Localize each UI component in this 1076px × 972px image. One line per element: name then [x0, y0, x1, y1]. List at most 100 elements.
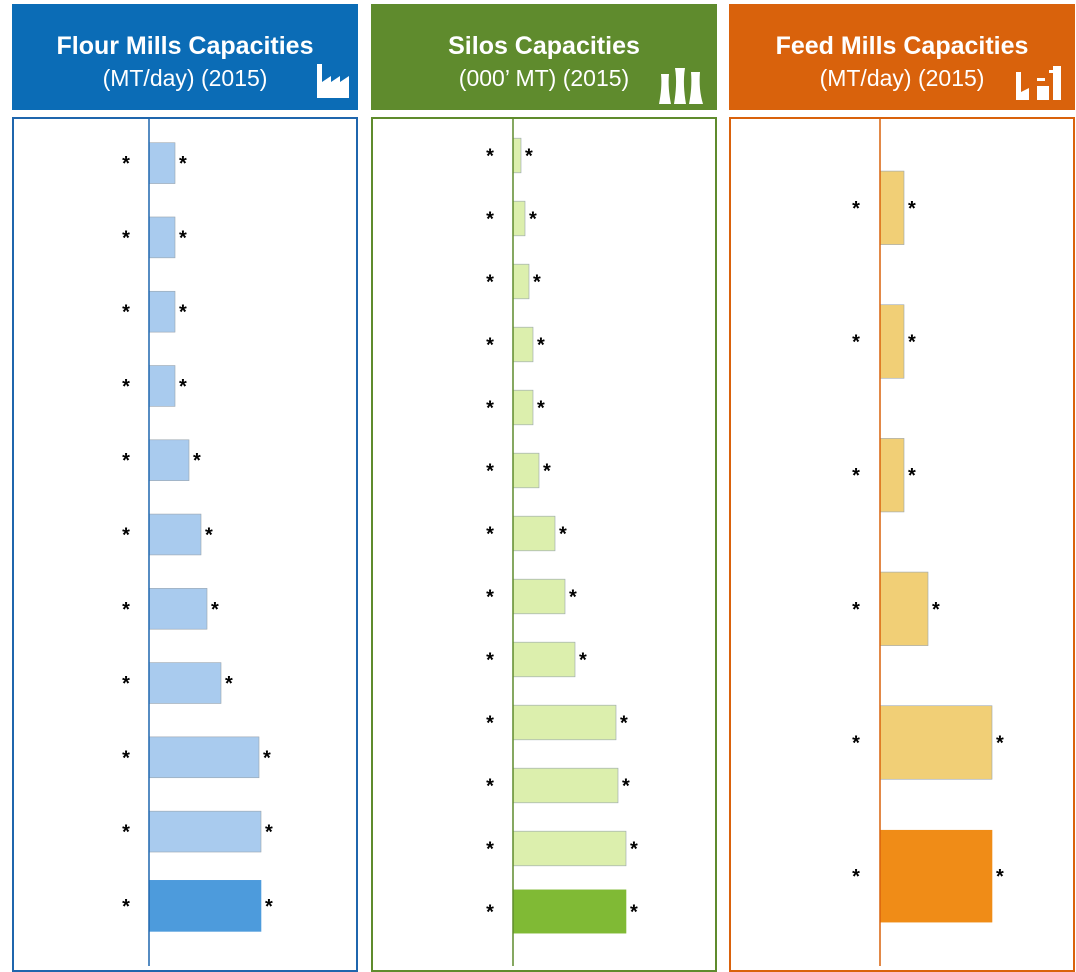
- silos-category-label: *: [486, 713, 494, 735]
- silos-category-label: *: [486, 398, 494, 420]
- feed-bar: [879, 304, 905, 379]
- silos-value-label: *: [529, 209, 537, 231]
- silos-category-label: *: [486, 650, 494, 672]
- silos-value-label: *: [543, 461, 551, 483]
- silos-category-label: *: [486, 524, 494, 546]
- feed-value-label: *: [996, 733, 1004, 755]
- feed-category-label: *: [852, 866, 860, 888]
- flour-bar: [148, 439, 190, 481]
- silos-value-label: *: [569, 587, 577, 609]
- silos-value-label: *: [620, 713, 628, 735]
- silos-bar: [512, 326, 534, 363]
- feed-category-label: *: [852, 465, 860, 487]
- silos-bar: [512, 578, 566, 615]
- flour-value-label: *: [265, 822, 273, 844]
- flour-category-label: *: [122, 302, 130, 324]
- feed-category-label: *: [852, 733, 860, 755]
- silos-bar: [512, 137, 522, 174]
- feed-value-label: *: [908, 198, 916, 220]
- flour-value-label: *: [205, 525, 213, 547]
- feed-value-label: *: [908, 332, 916, 354]
- flour-category-label: *: [122, 896, 130, 918]
- silos-value-label: *: [622, 776, 630, 798]
- flour-value-label: *: [265, 896, 273, 918]
- feed-category-label: *: [852, 332, 860, 354]
- flour-bar: [148, 513, 202, 556]
- flour-value-label: *: [193, 450, 201, 472]
- feed-mills-title: Feed Mills Capacities: [775, 32, 1029, 60]
- flour-category-label: *: [122, 450, 130, 472]
- flour-value-label: *: [179, 302, 187, 324]
- feed-value-label: *: [908, 465, 916, 487]
- feed-mill-icon: [1016, 66, 1061, 100]
- flour-value-label: *: [179, 376, 187, 398]
- silos-subtitle: (000’ MT) (2015): [458, 65, 630, 91]
- flour-category-label: *: [122, 227, 130, 249]
- flour-bar: [148, 880, 262, 932]
- flour-mills-header: Flour Mills Capacities (MT/day) (2015): [12, 4, 358, 110]
- flour-bar: [148, 216, 176, 259]
- silos-title: Silos Capacities: [448, 32, 640, 60]
- flour-category-label: *: [122, 599, 130, 621]
- feed-bar: [879, 438, 905, 513]
- feed-value-label: *: [932, 599, 940, 621]
- feed-value-label: *: [996, 866, 1004, 888]
- silos-category-label: *: [486, 272, 494, 294]
- flour-bar: [148, 142, 176, 184]
- silos-bar: [512, 704, 617, 741]
- flour-bar: [148, 662, 222, 704]
- feed-bar: [879, 170, 905, 245]
- silos-value-label: *: [579, 650, 587, 672]
- silos-category-label: *: [486, 902, 494, 924]
- feed-category-label: *: [852, 198, 860, 220]
- feed-bar: [879, 829, 993, 923]
- silos-category-label: *: [486, 461, 494, 483]
- silos-icon: [659, 68, 703, 104]
- feed-bar: [879, 705, 993, 780]
- silos-bar: [512, 263, 530, 300]
- feed-category-label: *: [852, 599, 860, 621]
- feed-mills-chart-box: [729, 117, 1075, 972]
- silos-value-label: *: [525, 146, 533, 168]
- silos-bar: [512, 515, 556, 552]
- feed-bar: [879, 571, 929, 646]
- silos-category-label: *: [486, 335, 494, 357]
- flour-category-label: *: [122, 376, 130, 398]
- silos-bar: [512, 200, 526, 237]
- flour-mills-title: Flour Mills Capacities: [56, 32, 314, 60]
- flour-category-label: *: [122, 673, 130, 695]
- silos-category-label: *: [486, 587, 494, 609]
- flour-category-label: *: [122, 747, 130, 769]
- silos-bar: [512, 889, 627, 934]
- silos-header: Silos Capacities (000’ MT) (2015): [371, 4, 717, 110]
- silos-bar: [512, 830, 627, 867]
- flour-bar: [148, 365, 176, 407]
- flour-mills-subtitle: (MT/day) (2015): [102, 65, 268, 91]
- silos-value-label: *: [537, 398, 545, 420]
- flour-bar: [148, 810, 262, 853]
- silos-bar: [512, 389, 534, 426]
- flour-category-label: *: [122, 525, 130, 547]
- flour-value-label: *: [263, 747, 271, 769]
- flour-category-label: *: [122, 153, 130, 175]
- silos-value-label: *: [537, 335, 545, 357]
- silos-value-label: *: [630, 902, 638, 924]
- silos-category-label: *: [486, 776, 494, 798]
- flour-bar: [148, 290, 176, 333]
- factory-icon: [317, 64, 349, 98]
- flour-value-label: *: [179, 227, 187, 249]
- flour-value-label: *: [211, 599, 219, 621]
- silos-value-label: *: [559, 524, 567, 546]
- silos-category-label: *: [486, 209, 494, 231]
- silos-bar: [512, 767, 619, 804]
- flour-value-label: *: [179, 153, 187, 175]
- flour-bar: [148, 588, 208, 630]
- silos-category-label: *: [486, 146, 494, 168]
- silos-category-label: *: [486, 839, 494, 861]
- flour-category-label: *: [122, 822, 130, 844]
- flour-value-label: *: [225, 673, 233, 695]
- silos-bar: [512, 452, 540, 489]
- flour-bar: [148, 736, 260, 779]
- silos-value-label: *: [630, 839, 638, 861]
